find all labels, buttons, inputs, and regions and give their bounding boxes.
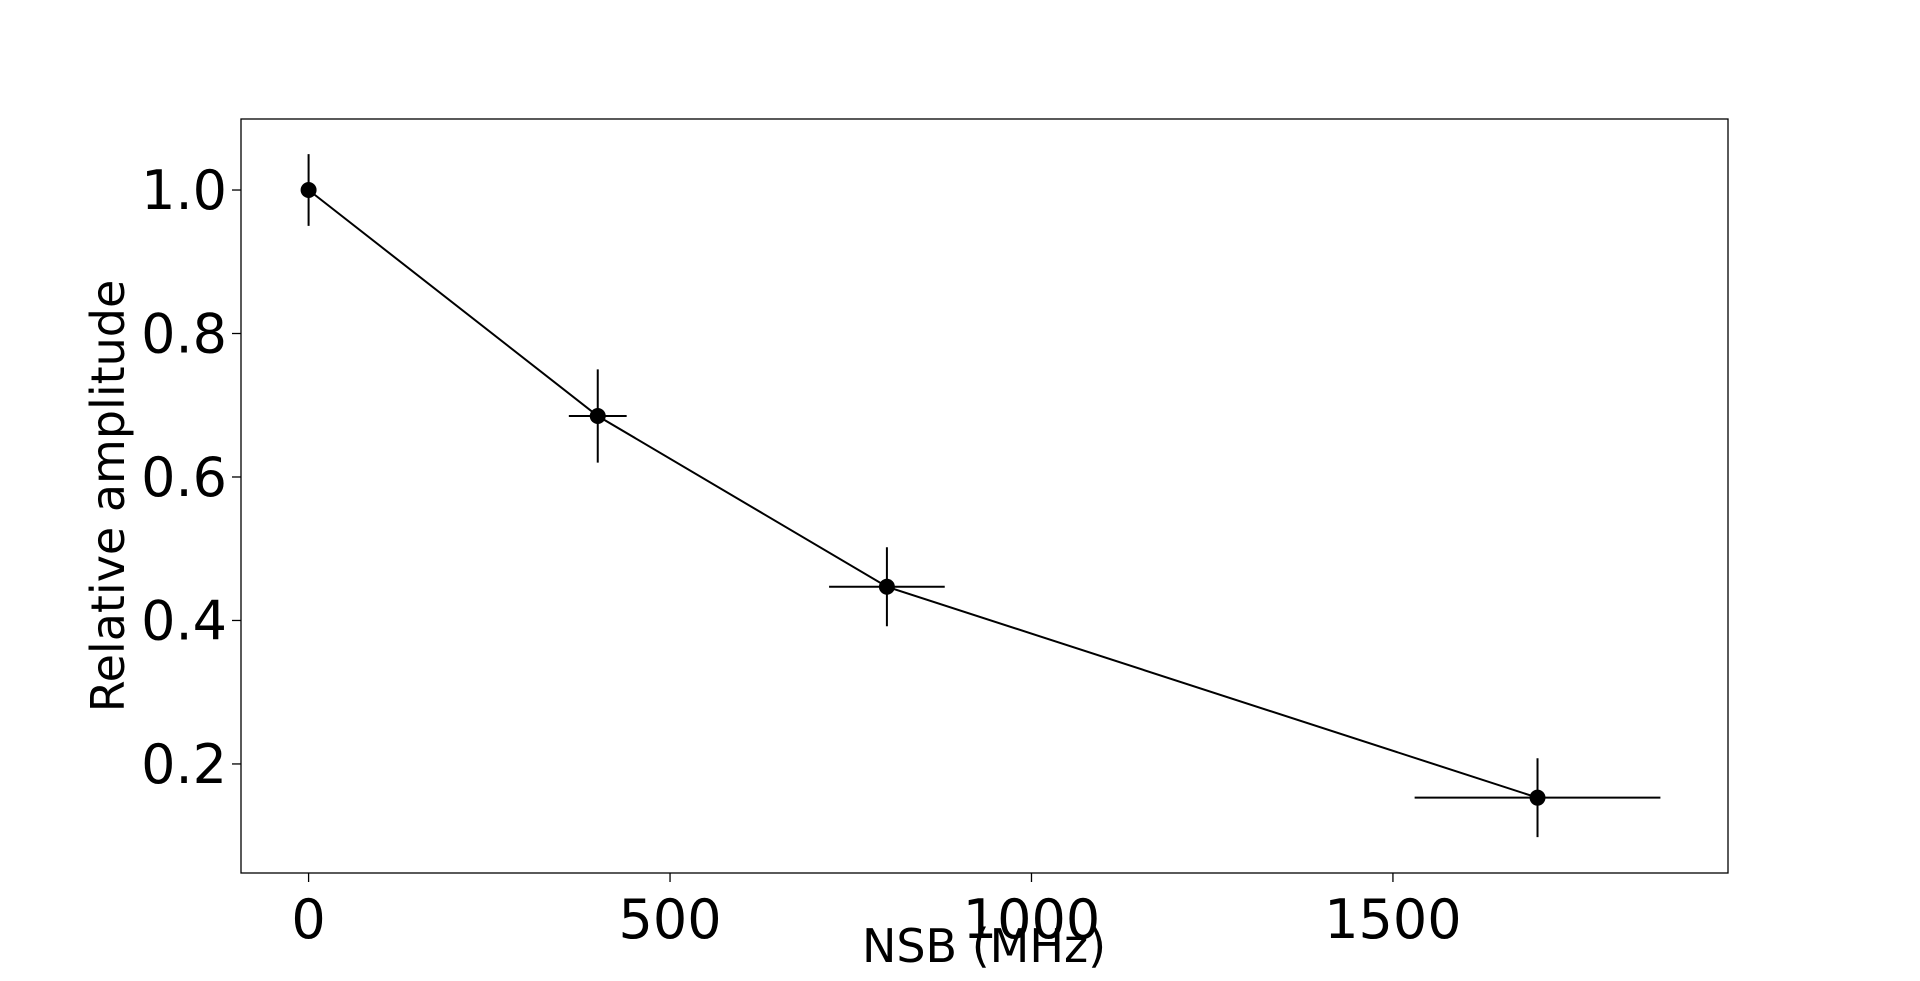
x-tick-label: 0 <box>291 888 325 951</box>
plot-frame <box>240 118 1729 874</box>
data-point <box>878 578 895 595</box>
y-tick-label: 0.4 <box>141 589 227 652</box>
y-tick-label: 0.6 <box>141 446 227 509</box>
y-tick-label: 0.2 <box>141 733 227 796</box>
y-tick-label: 1.0 <box>141 159 227 222</box>
x-tick-label: 1500 <box>1324 888 1461 951</box>
y-tick-label: 0.8 <box>141 303 227 366</box>
x-tick-label: 1000 <box>963 888 1100 951</box>
x-axis-label: NSB (MHz) <box>862 919 1106 973</box>
x-tick-label: 500 <box>619 888 722 951</box>
data-point <box>1529 789 1546 806</box>
y-axis-label: Relative amplitude <box>81 280 135 713</box>
data-line <box>307 189 1538 799</box>
data-point <box>589 408 606 425</box>
data-point <box>300 182 317 199</box>
